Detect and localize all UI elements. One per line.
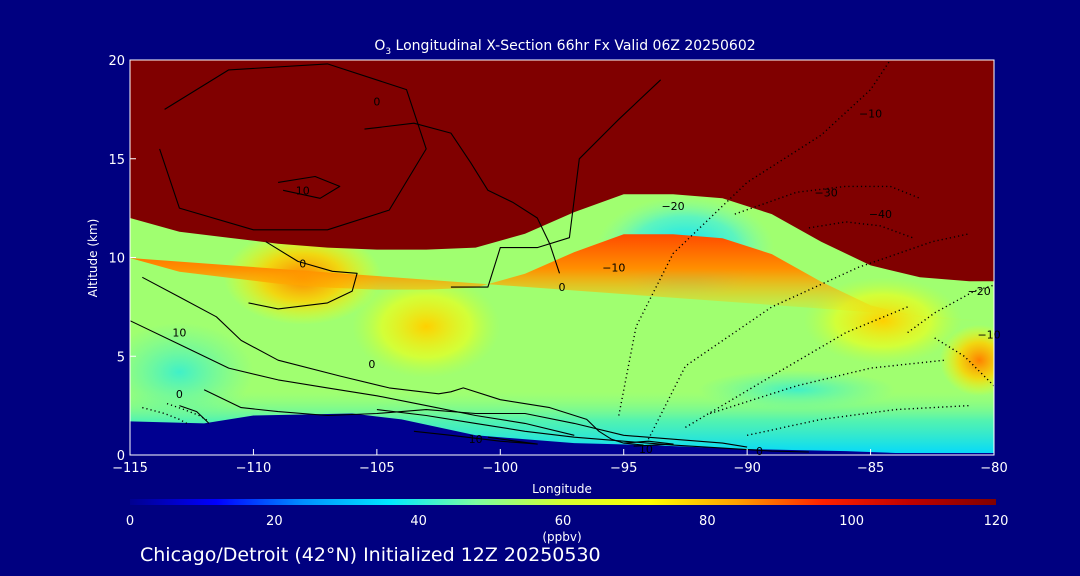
field-region-east-low [697,370,896,410]
contour-line-dotted [907,284,994,334]
contour-label: 10 [296,184,310,197]
contour-line-dotted [647,233,970,440]
y-tick-label: 15 [108,153,125,168]
contour-label: −10 [602,261,625,274]
contour-label: 10 [172,327,186,340]
contour-label: −20 [968,285,991,298]
x-tick-label: −95 [610,461,637,476]
contour-line-solid [203,389,748,448]
contour-line-solid [278,175,341,199]
colorbar-ticks: 0 20 40 60 80 100 120 [126,514,1009,529]
y-tick-label: 20 [108,54,125,69]
y-tick-label: 10 [108,252,125,267]
contour-label: 0 [368,358,375,371]
contour-label: 0 [299,257,306,270]
y-axis-label: Altitude (km) [86,219,100,298]
contour-line-dotted [808,221,913,239]
contour-label: 0 [559,281,566,294]
x-tick-label: −100 [482,461,518,476]
contour-line-solid [142,276,644,446]
colorbar-gradient [130,499,996,505]
y-tick-label: 0 [117,449,125,464]
contour-label: 0 [176,388,183,401]
x-tick-label: −85 [857,461,884,476]
x-tick-label: −80 [980,461,1007,476]
colorbar-tick-label: 80 [699,514,716,529]
contour-line-solid [248,241,358,310]
x-tick-label: −90 [733,461,760,476]
contour-line-solid [159,63,427,231]
colorbar-tick-label: 40 [410,514,427,529]
x-tick-label: −110 [236,461,272,476]
contour-line-solid [179,405,210,424]
contour-line-dotted [685,306,908,429]
contour-label: 0 [373,95,380,108]
x-axis-label: Longitude [532,482,592,496]
contour-labels: 0 10 0 0 10 0 0 10 10 0 −10 −20 −10 −30 −40 −20 −10 [172,95,1000,458]
terrain-mask [130,413,994,455]
field-region-central [352,275,501,378]
location-init-text: Chicago/Detroit (42°N) Initialized 12Z 2… [140,544,601,566]
contour-label: 10 [469,433,483,446]
stratospheric-air [130,60,994,282]
x-tick-label: −105 [359,461,395,476]
x-tick-label: −115 [112,461,148,476]
contour-line-solid [130,320,575,436]
tropopause-transition [130,60,994,322]
contour-label: −30 [815,186,838,199]
contour-line-solid [450,79,662,288]
colorbar-tick-label: 20 [266,514,283,529]
contour-line-dotted [746,404,970,436]
colorbar-tick-label: 60 [555,514,572,529]
field-region-west-low [130,322,254,422]
contour-line-solid [623,440,674,447]
colorbar: 0 20 40 60 80 100 120 (ppbv) [126,499,1009,544]
title-subscript: 3 [385,47,391,57]
contour-label: 10 [639,443,653,456]
contour-line-solid [413,430,538,445]
contour-line-dotted [166,402,210,423]
contour-lines [130,60,994,453]
contour-line-solid [364,122,561,274]
colorbar-tick-label: 100 [839,514,864,529]
title-rest: Longitudinal X-Section 66hr Fx Valid 06Z… [391,38,756,54]
contour-label: 0 [756,445,763,458]
contour-label: −20 [661,200,684,213]
ozone-shaded-field [130,60,994,455]
colorbar-units: (ppbv) [542,530,581,544]
title-prefix: O [374,38,385,54]
contour-label: −40 [869,208,892,221]
colorbar-tick-label: 120 [984,514,1009,529]
plot-area [130,60,994,455]
contour-label: −10 [977,329,1000,342]
colorbar-tick-label: 0 [126,514,134,529]
chart-title: O3 Longitudinal X-Section 66hr Fx Valid … [374,38,755,57]
contour-label: −10 [859,107,882,120]
field-maximum-east [939,324,994,396]
y-tick-label: 5 [117,350,125,365]
